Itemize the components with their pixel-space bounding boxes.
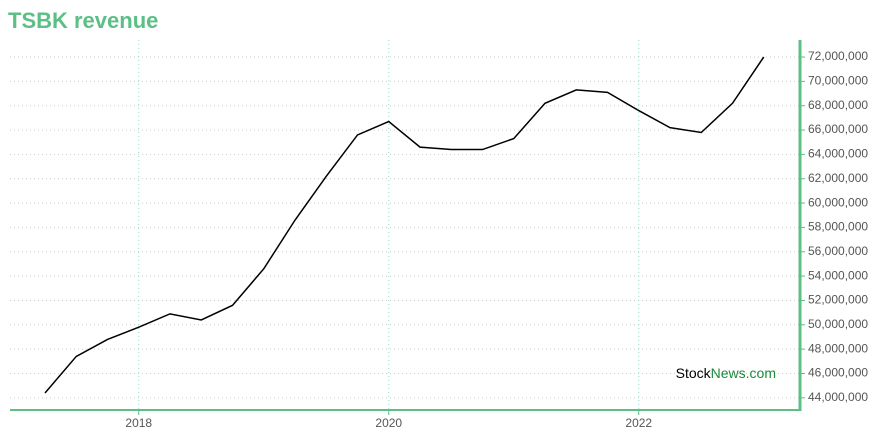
y-tick-label: 66,000,000 (808, 122, 868, 136)
watermark-news: News.com (711, 365, 776, 381)
grid: 44,000,000 46,000,000 48,000,000 50,000,000… (10, 40, 868, 430)
y-tick-label: 58,000,000 (808, 220, 868, 234)
plot (44, 56, 765, 394)
y-tick-label: 50,000,000 (808, 317, 868, 331)
y-tick-label: 48,000,000 (808, 341, 868, 355)
y-tick-label: 52,000,000 (808, 293, 868, 307)
line-series (44, 56, 765, 394)
watermark-stock: Stock (676, 365, 712, 381)
chart-title: TSBK revenue (8, 8, 158, 33)
y-tick-label: 72,000,000 (808, 49, 868, 63)
x-tick-label: 2020 (375, 416, 402, 430)
watermark: StockNews.com (676, 365, 776, 381)
y-tick-label: 68,000,000 (808, 98, 868, 112)
y-tick-label: 60,000,000 (808, 195, 868, 209)
x-tick-label: 2018 (125, 416, 152, 430)
y-tick-label: 44,000,000 (808, 390, 868, 404)
y-tick-label: 64,000,000 (808, 147, 868, 161)
y-tick-label: 54,000,000 (808, 268, 868, 282)
x-tick-label: 2022 (625, 416, 652, 430)
y-tick-label: 46,000,000 (808, 366, 868, 380)
y-tick-label: 56,000,000 (808, 244, 868, 258)
y-tick-label: 70,000,000 (808, 74, 868, 88)
y-tick-label: 62,000,000 (808, 171, 868, 185)
